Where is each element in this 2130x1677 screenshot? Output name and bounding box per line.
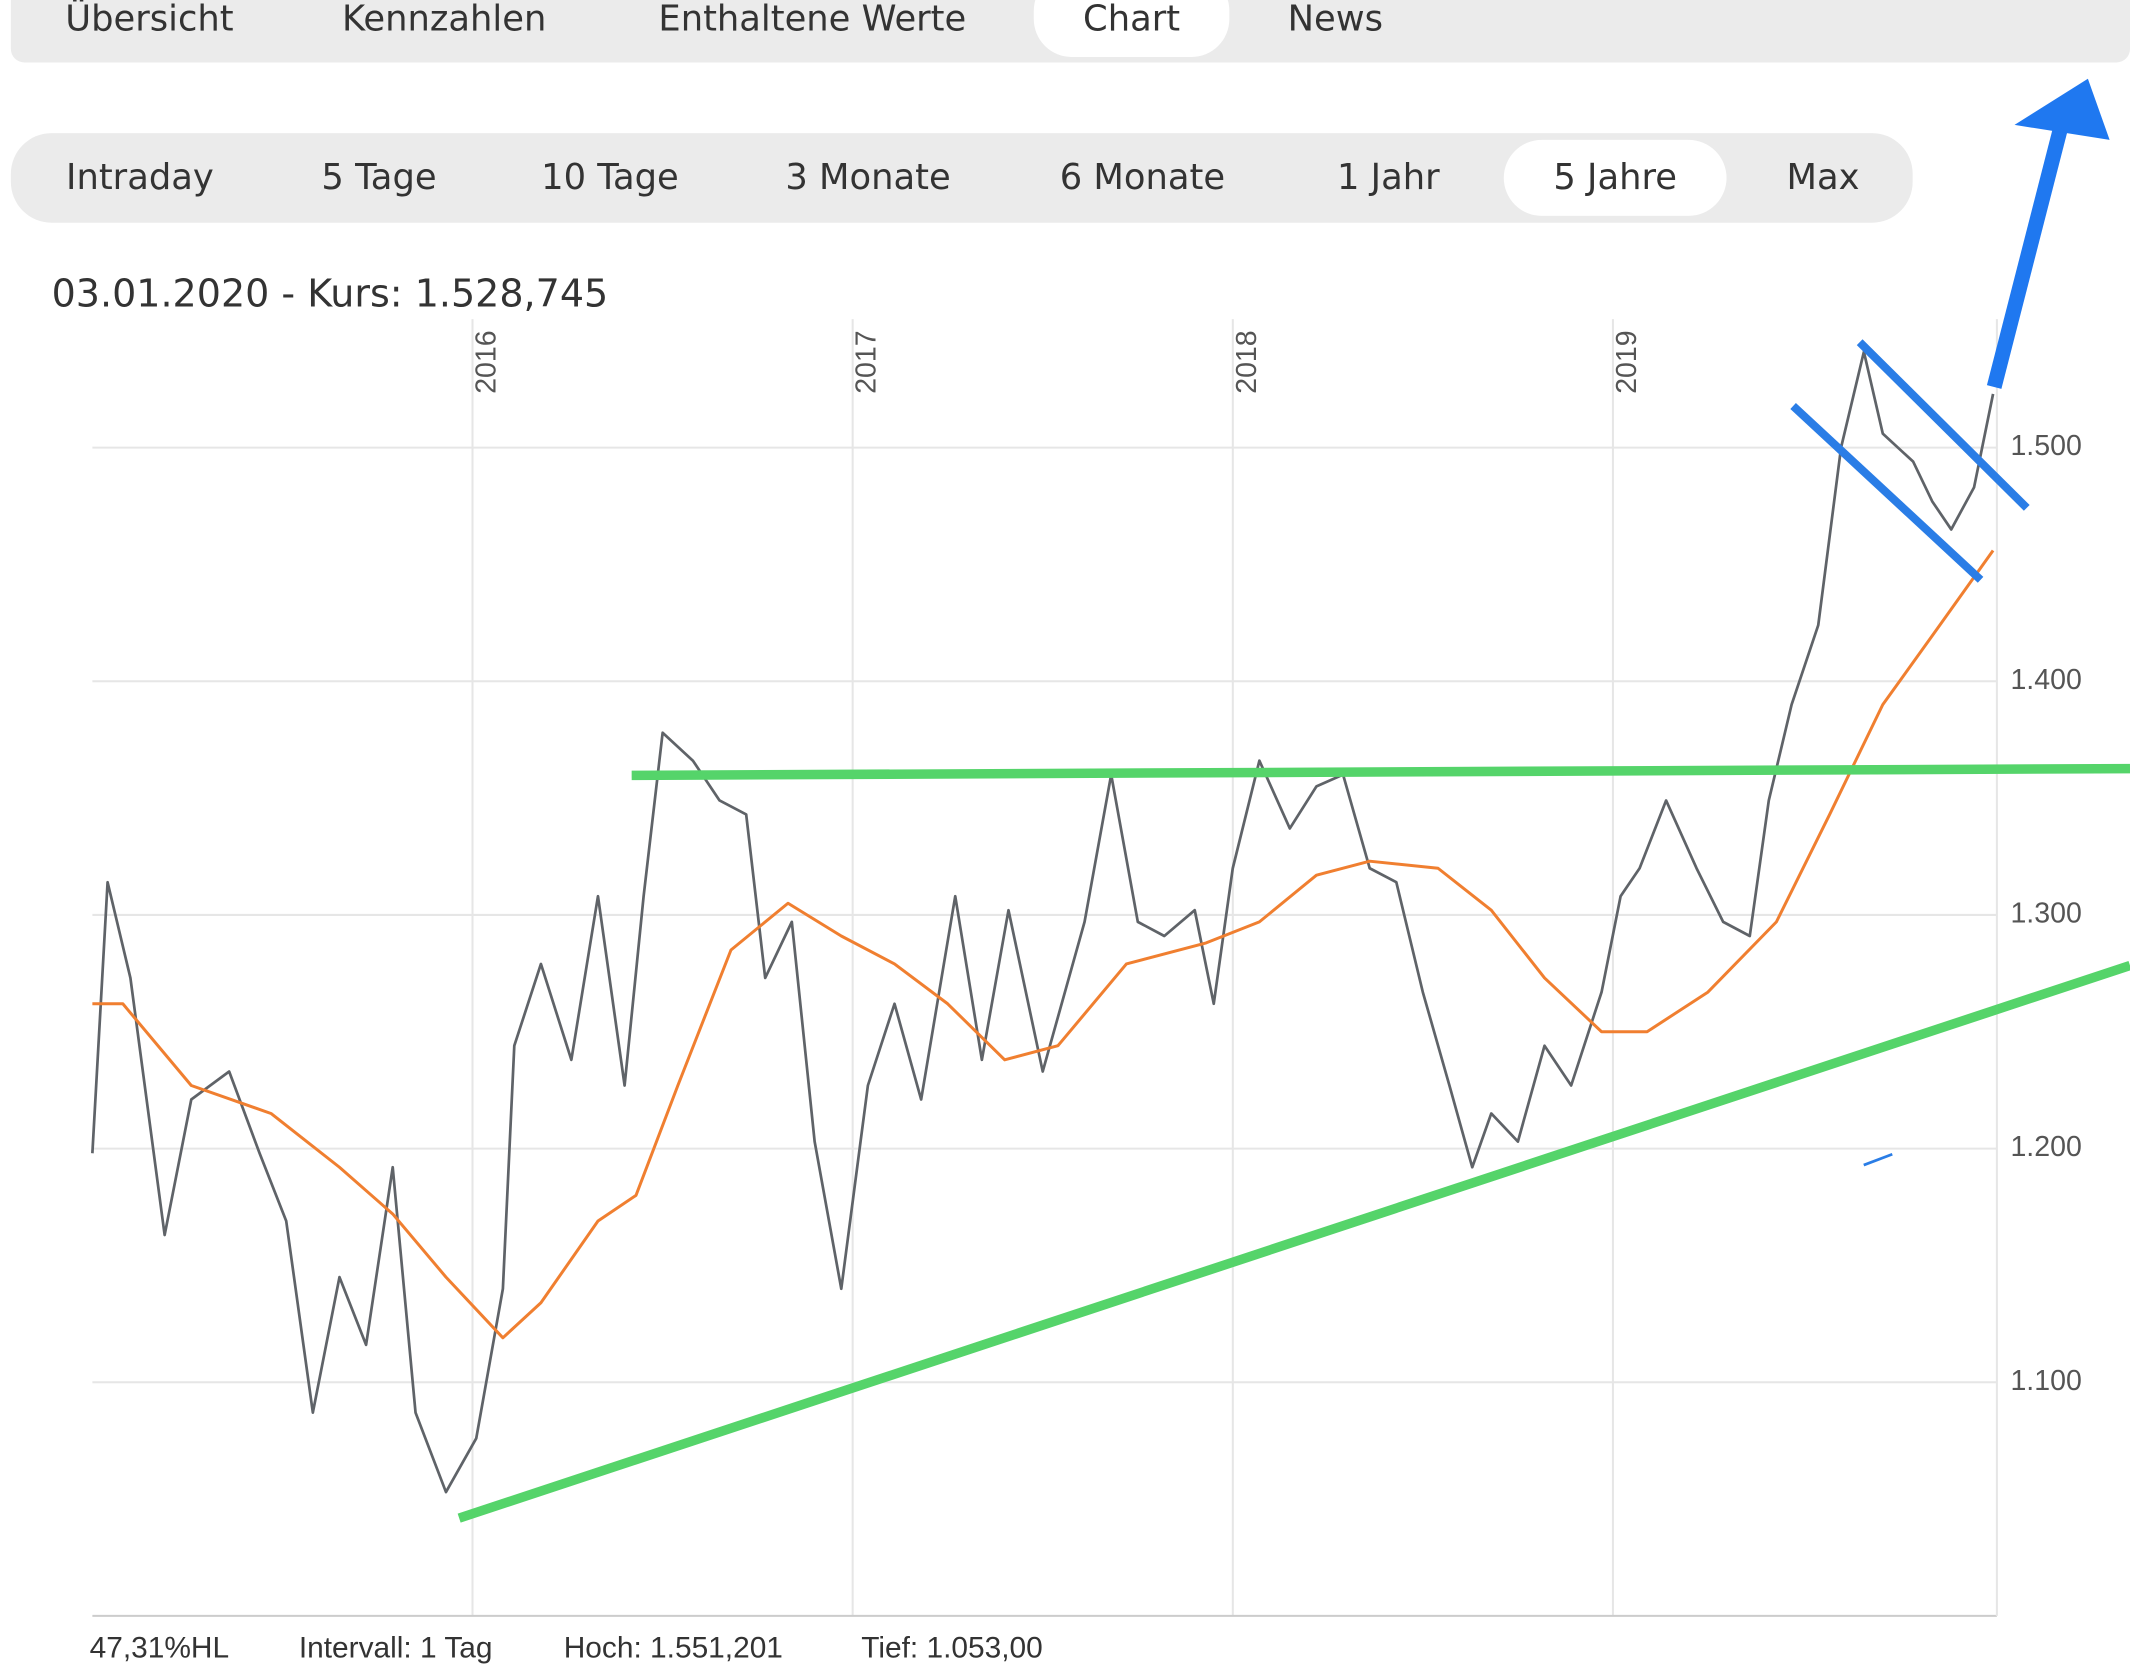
footer-stat: 47,31%HL [90, 1632, 229, 1665]
plot: 1.100 1.200 1.300 1.400 1.500 2016 2017 2018 201… [91, 319, 2082, 1617]
range-button[interactable]: Intraday [66, 157, 214, 198]
tab[interactable]: Übersicht [65, 0, 233, 39]
x-tick-label: 2017 [851, 330, 883, 393]
price-line [92, 549, 1995, 1340]
active-range-pill [1503, 139, 1727, 216]
range-button[interactable]: 1 Jahr [1337, 157, 1440, 198]
tab[interactable]: Chart [1083, 0, 1180, 39]
footer-stat: Intervall: 1 Tag [299, 1632, 493, 1665]
range-button[interactable]: Max [1786, 157, 1859, 198]
range-button[interactable]: 6 Monate [1060, 157, 1225, 198]
y-tick-label: 1.200 [2010, 1131, 2081, 1163]
tab[interactable]: Kennzahlen [342, 0, 546, 39]
y-tick-label: 1.300 [2010, 897, 2081, 929]
range-bar [10, 133, 1913, 223]
y-tick-label: 1.400 [2010, 664, 2081, 696]
range-button[interactable]: 5 Jahre [1553, 157, 1677, 198]
channel-bottom [1790, 403, 1984, 583]
footer-stat: Tief: 1.053,00 [861, 1632, 1043, 1665]
resistance-line [631, 763, 2130, 781]
stray-mark [1863, 1152, 1893, 1167]
x-tick-label: 2019 [1611, 330, 1643, 393]
tab[interactable]: Enthaltene Werte [658, 0, 966, 39]
arrow-shaft [1986, 120, 2070, 389]
quote: 03.01.2020 - Kurs: 1.528,745 [52, 272, 609, 316]
arrow-head [2014, 78, 2110, 140]
x-tick-label: 2016 [471, 330, 503, 393]
footer-stat: Hoch: 1.551,201 [564, 1632, 783, 1665]
channel-top [1856, 339, 2030, 511]
range-button[interactable]: 5 Tage [321, 157, 436, 198]
range-button[interactable]: 3 Monate [785, 157, 950, 198]
tab[interactable]: News [1288, 0, 1383, 39]
y-tick-label: 1.500 [2010, 430, 2081, 462]
range-button[interactable]: 10 Tage [541, 157, 679, 198]
price-line [91, 350, 1995, 1494]
trend-line [457, 960, 2130, 1523]
annotations [457, 78, 2130, 1523]
y-tick-label: 1.100 [2010, 1365, 2081, 1397]
active-tab-pill [1033, 0, 1230, 58]
x-tick-label: 2018 [1231, 330, 1263, 393]
